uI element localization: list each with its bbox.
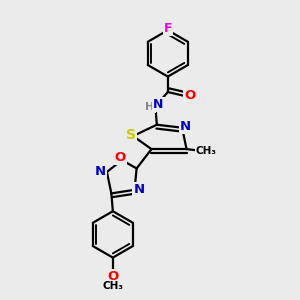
Text: O: O xyxy=(115,151,126,164)
Text: CH₃: CH₃ xyxy=(102,281,123,291)
Text: N: N xyxy=(153,98,164,111)
Text: O: O xyxy=(184,88,196,101)
Text: N: N xyxy=(180,120,191,133)
Text: H: H xyxy=(146,102,154,112)
Text: S: S xyxy=(126,128,136,142)
Text: F: F xyxy=(164,22,172,35)
Text: O: O xyxy=(107,270,118,283)
Text: N: N xyxy=(134,183,145,196)
Text: CH₃: CH₃ xyxy=(195,146,216,156)
Text: N: N xyxy=(95,165,106,178)
